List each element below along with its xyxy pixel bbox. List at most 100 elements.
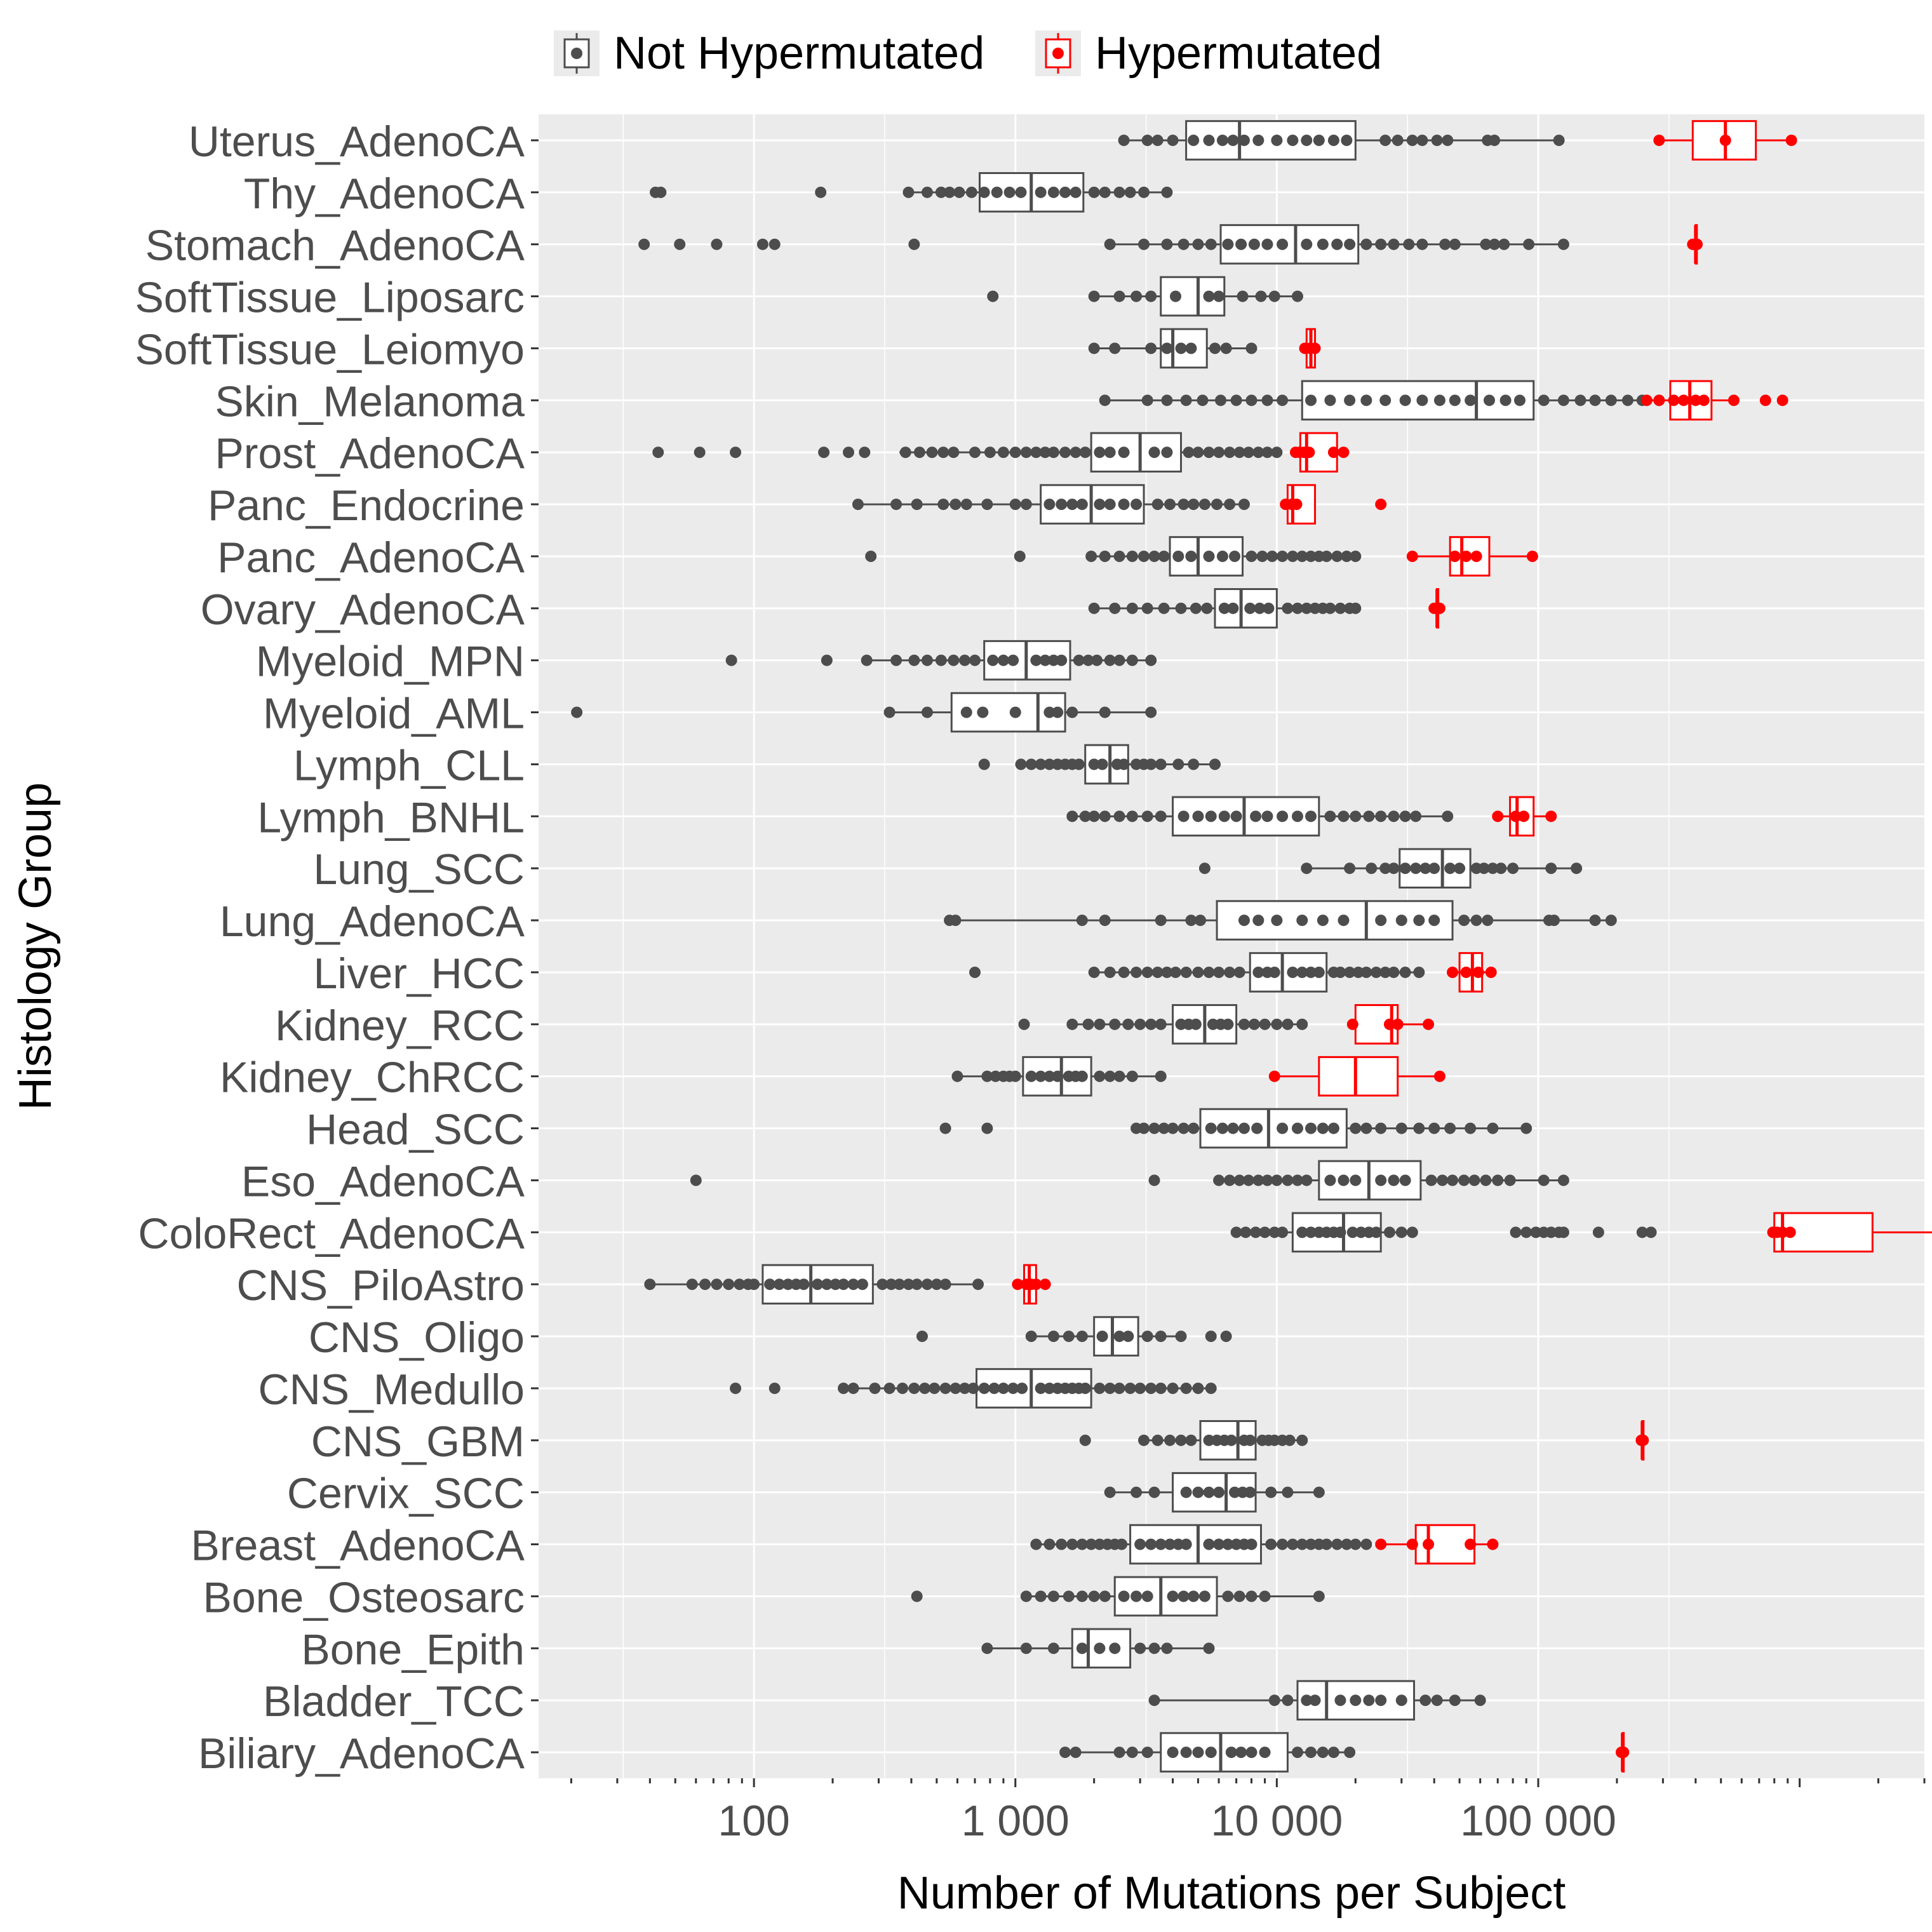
point-not-hypermutated bbox=[1009, 446, 1021, 459]
point-not-hypermutated bbox=[1305, 1226, 1317, 1238]
point-not-hypermutated bbox=[711, 238, 723, 250]
point-not-hypermutated bbox=[1465, 394, 1477, 406]
point-not-hypermutated bbox=[939, 1278, 951, 1291]
point-not-hypermutated bbox=[1621, 394, 1633, 406]
point-not-hypermutated bbox=[1063, 1331, 1075, 1343]
point-not-hypermutated bbox=[1331, 550, 1343, 562]
point-not-hypermutated bbox=[1313, 134, 1325, 146]
point-not-hypermutated bbox=[1245, 550, 1258, 562]
point-not-hypermutated bbox=[1085, 550, 1097, 562]
point-not-hypermutated bbox=[1305, 1538, 1317, 1550]
point-not-hypermutated bbox=[1259, 1590, 1271, 1602]
point-not-hypermutated bbox=[1363, 1694, 1375, 1707]
point-not-hypermutated bbox=[1124, 1382, 1136, 1394]
point-not-hypermutated bbox=[1530, 1226, 1542, 1238]
point-not-hypermutated bbox=[1449, 394, 1461, 406]
box-not-hypermutated bbox=[571, 692, 1157, 733]
point-not-hypermutated bbox=[1141, 134, 1153, 146]
point-not-hypermutated bbox=[1172, 1538, 1184, 1550]
y-axis-title: Histology Group bbox=[10, 782, 61, 1110]
point-not-hypermutated bbox=[1263, 602, 1275, 614]
point-not-hypermutated bbox=[1392, 134, 1404, 146]
point-not-hypermutated bbox=[978, 1382, 990, 1394]
point-not-hypermutated bbox=[1134, 1642, 1146, 1654]
point-not-hypermutated bbox=[1227, 602, 1239, 614]
point-not-hypermutated bbox=[1605, 394, 1617, 406]
legend-entry-not-hypermutated[interactable]: Not Hypermutated bbox=[554, 28, 984, 79]
point-not-hypermutated bbox=[1365, 862, 1378, 875]
point-not-hypermutated bbox=[1238, 134, 1250, 146]
point-not-hypermutated bbox=[1301, 134, 1313, 146]
point-hypermutated bbox=[1691, 238, 1703, 250]
point-not-hypermutated bbox=[1056, 1538, 1068, 1550]
point-not-hypermutated bbox=[1085, 1538, 1097, 1550]
point-not-hypermutated bbox=[1203, 1642, 1215, 1654]
point-not-hypermutated bbox=[1109, 1018, 1121, 1030]
point-not-hypermutated bbox=[1557, 238, 1569, 250]
point-not-hypermutated bbox=[847, 1278, 859, 1291]
point-not-hypermutated bbox=[949, 499, 962, 511]
point-not-hypermutated bbox=[1094, 1538, 1106, 1550]
point-not-hypermutated bbox=[1203, 1538, 1215, 1550]
point-not-hypermutated bbox=[948, 654, 960, 666]
point-not-hypermutated bbox=[638, 238, 650, 250]
point-not-hypermutated bbox=[1331, 238, 1343, 250]
point-hypermutated bbox=[1291, 499, 1303, 511]
point-not-hypermutated bbox=[951, 1070, 963, 1082]
box-not-hypermutated bbox=[951, 1056, 1167, 1097]
point-hypermutated bbox=[1653, 134, 1665, 146]
point-not-hypermutated bbox=[1383, 1226, 1395, 1238]
point-not-hypermutated bbox=[1238, 1122, 1250, 1134]
point-not-hypermutated bbox=[1338, 810, 1350, 822]
point-hypermutated bbox=[1470, 550, 1482, 562]
point-not-hypermutated bbox=[1224, 1174, 1236, 1186]
point-not-hypermutated bbox=[1155, 1331, 1167, 1343]
point-not-hypermutated bbox=[1548, 915, 1560, 927]
category-label: Kidney_ChRCC bbox=[220, 1054, 525, 1102]
point-not-hypermutated bbox=[1271, 1018, 1283, 1030]
point-not-hypermutated bbox=[821, 654, 833, 666]
point-not-hypermutated bbox=[1227, 1122, 1239, 1134]
point-not-hypermutated bbox=[1301, 1174, 1313, 1186]
point-not-hypermutated bbox=[1099, 915, 1111, 927]
box-hypermutated bbox=[1268, 1056, 1446, 1097]
point-not-hypermutated bbox=[1324, 810, 1336, 822]
point-not-hypermutated bbox=[1454, 862, 1466, 875]
point-not-hypermutated bbox=[1605, 915, 1617, 927]
point-not-hypermutated bbox=[1088, 758, 1100, 770]
point-not-hypermutated bbox=[1428, 862, 1440, 875]
point-not-hypermutated bbox=[1180, 1486, 1192, 1498]
box-not-hypermutated bbox=[644, 1264, 984, 1305]
point-not-hypermutated bbox=[969, 654, 981, 666]
point-not-hypermutated bbox=[1161, 1642, 1173, 1654]
point-not-hypermutated bbox=[977, 706, 989, 718]
point-not-hypermutated bbox=[1076, 499, 1088, 511]
point-not-hypermutated bbox=[1520, 1122, 1533, 1134]
point-not-hypermutated bbox=[1395, 1122, 1407, 1134]
point-not-hypermutated bbox=[1291, 602, 1303, 614]
point-not-hypermutated bbox=[1126, 550, 1138, 562]
point-not-hypermutated bbox=[1255, 290, 1267, 302]
point-not-hypermutated bbox=[1035, 1070, 1047, 1082]
point-hypermutated bbox=[1460, 550, 1472, 562]
point-not-hypermutated bbox=[1099, 186, 1111, 198]
point-not-hypermutated bbox=[1268, 1226, 1280, 1238]
point-not-hypermutated bbox=[1244, 1486, 1256, 1498]
legend-entry-hypermutated[interactable]: Hypermutated bbox=[1035, 28, 1382, 79]
point-not-hypermutated bbox=[774, 1278, 786, 1291]
point-not-hypermutated bbox=[1261, 394, 1273, 406]
point-not-hypermutated bbox=[1096, 758, 1108, 770]
point-not-hypermutated bbox=[1145, 1538, 1157, 1550]
point-not-hypermutated bbox=[1134, 1538, 1146, 1550]
point-not-hypermutated bbox=[1047, 1331, 1059, 1343]
box-hypermutated bbox=[1428, 588, 1446, 629]
point-hypermutated bbox=[1759, 394, 1771, 406]
point-not-hypermutated bbox=[1169, 290, 1181, 302]
point-not-hypermutated bbox=[838, 1382, 850, 1394]
point-not-hypermutated bbox=[1070, 186, 1082, 198]
box-hypermutated bbox=[1406, 536, 1538, 577]
point-not-hypermutated bbox=[768, 1382, 781, 1394]
point-not-hypermutated bbox=[1483, 394, 1495, 406]
point-not-hypermutated bbox=[1039, 446, 1051, 459]
point-not-hypermutated bbox=[1138, 550, 1150, 562]
